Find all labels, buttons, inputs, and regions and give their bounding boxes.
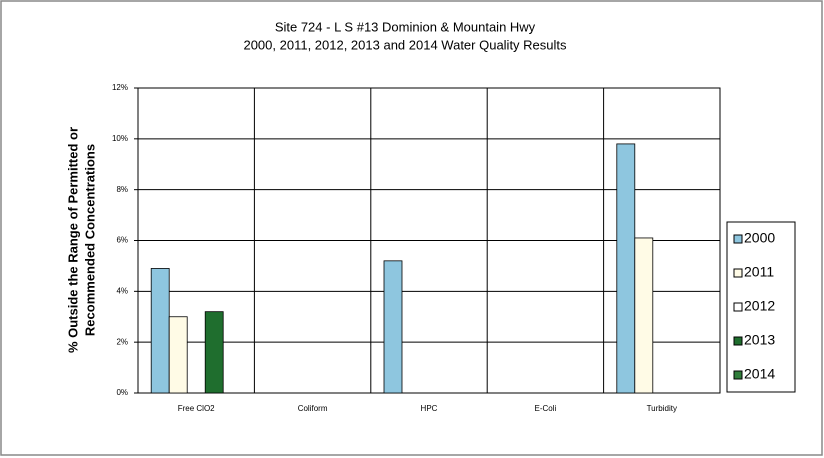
x-tick-label: Turbidity	[647, 404, 677, 413]
legend-label: 2011	[744, 264, 774, 280]
y-tick-label: 2%	[116, 337, 128, 346]
bar	[168, 316, 188, 394]
bar	[204, 311, 224, 394]
bar	[150, 268, 170, 394]
y-tick-label: 8%	[116, 185, 128, 194]
y-axis-label: % Outside the Range of Permitted or Reco…	[65, 127, 97, 353]
bar	[634, 237, 654, 394]
legend-label: 2013	[744, 332, 775, 348]
legend-swatch	[733, 302, 743, 312]
y-axis-label-line: Recommended Concentrations	[82, 144, 97, 336]
bar	[383, 260, 403, 394]
y-tick-label: 4%	[116, 286, 128, 295]
y-tick-label: 12%	[112, 83, 128, 92]
legend-swatch	[733, 268, 743, 278]
y-axis-label-line: % Outside the Range of Permitted or	[65, 127, 80, 353]
bar	[616, 143, 636, 394]
y-tick-label: 0%	[116, 388, 128, 397]
legend-swatch	[733, 336, 743, 346]
y-tick-label: 6%	[116, 236, 128, 245]
legend-label: 2012	[744, 298, 775, 314]
legend-swatch	[733, 370, 743, 380]
x-tick-label: Coliform	[298, 404, 328, 413]
plot-border	[137, 87, 721, 394]
legend-label: 2000	[744, 230, 775, 246]
legend-swatch	[733, 234, 743, 244]
chart-title: 2000, 2011, 2012, 2013 and 2014 Water Qu…	[243, 37, 567, 52]
chart-title: Site 724 - L S #13 Dominion & Mountain H…	[275, 19, 536, 34]
y-tick-label: 10%	[112, 134, 128, 143]
x-tick-label: HPC	[421, 404, 438, 413]
legend-label: 2014	[744, 366, 775, 382]
x-tick-label: E-Coli	[535, 404, 557, 413]
x-tick-label: Free ClO2	[178, 404, 215, 413]
